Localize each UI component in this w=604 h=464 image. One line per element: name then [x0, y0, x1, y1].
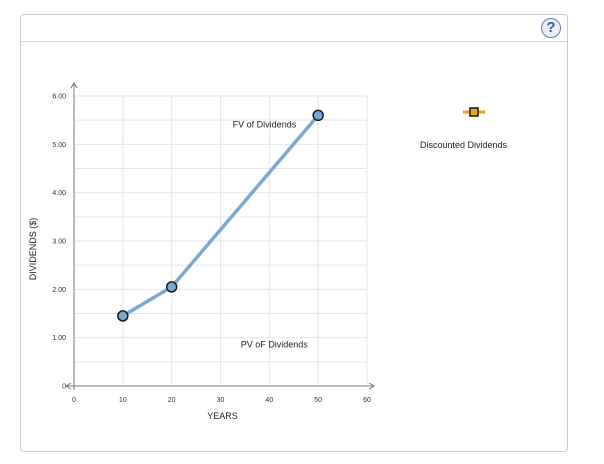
x-tick-label: 30 — [217, 397, 225, 404]
x-tick-label: 40 — [265, 397, 273, 404]
chart-annotation: PV oF Dividends — [241, 339, 309, 349]
x-axis-arrow — [368, 382, 375, 390]
series-point[interactable] — [312, 109, 324, 122]
x-axis-title: YEARS — [207, 411, 238, 421]
chart-series — [117, 109, 324, 322]
y-tick-label: 0 — [62, 384, 66, 391]
chart-grid — [74, 95, 368, 386]
legend-marker-square — [469, 107, 479, 117]
chart-annotations: FV of Dividends PV oF Dividends — [233, 119, 309, 349]
x-axis-arrow-left — [65, 382, 72, 390]
y-tick-label: 1.00 — [52, 335, 66, 342]
y-axis-arrow — [70, 82, 78, 89]
y-tick-label: 4.00 — [52, 190, 66, 197]
legend-marker-icon[interactable] — [463, 107, 485, 117]
y-tick-label: 3.00 — [52, 239, 66, 246]
panel-header-divider — [21, 41, 567, 42]
legend-label: Discounted Dividends — [420, 140, 508, 150]
x-tick-label: 60 — [363, 397, 371, 404]
help-button[interactable]: ? — [541, 18, 561, 38]
y-tick-label: 5.00 — [52, 142, 66, 149]
y-tick-label: 6.00 — [52, 94, 66, 101]
x-tick-label: 0 — [72, 397, 76, 404]
x-tick-label: 20 — [168, 397, 176, 404]
chart-tick-labels: 0 10 20 30 40 50 60 0 1.00 2.00 3.00 4.00 5.00 6.00 — [52, 94, 371, 405]
chart-annotation: FV of Dividends — [233, 119, 297, 129]
chart-axes — [65, 82, 375, 390]
x-tick-label: 50 — [314, 397, 322, 404]
y-tick-label: 2.00 — [52, 287, 66, 294]
chart-panel: ? — [20, 14, 568, 452]
y-axis-title: DIVIDENDS ($) — [28, 218, 38, 281]
series-point[interactable] — [165, 281, 178, 293]
series-point[interactable] — [117, 310, 129, 322]
x-tick-label: 10 — [119, 397, 127, 404]
